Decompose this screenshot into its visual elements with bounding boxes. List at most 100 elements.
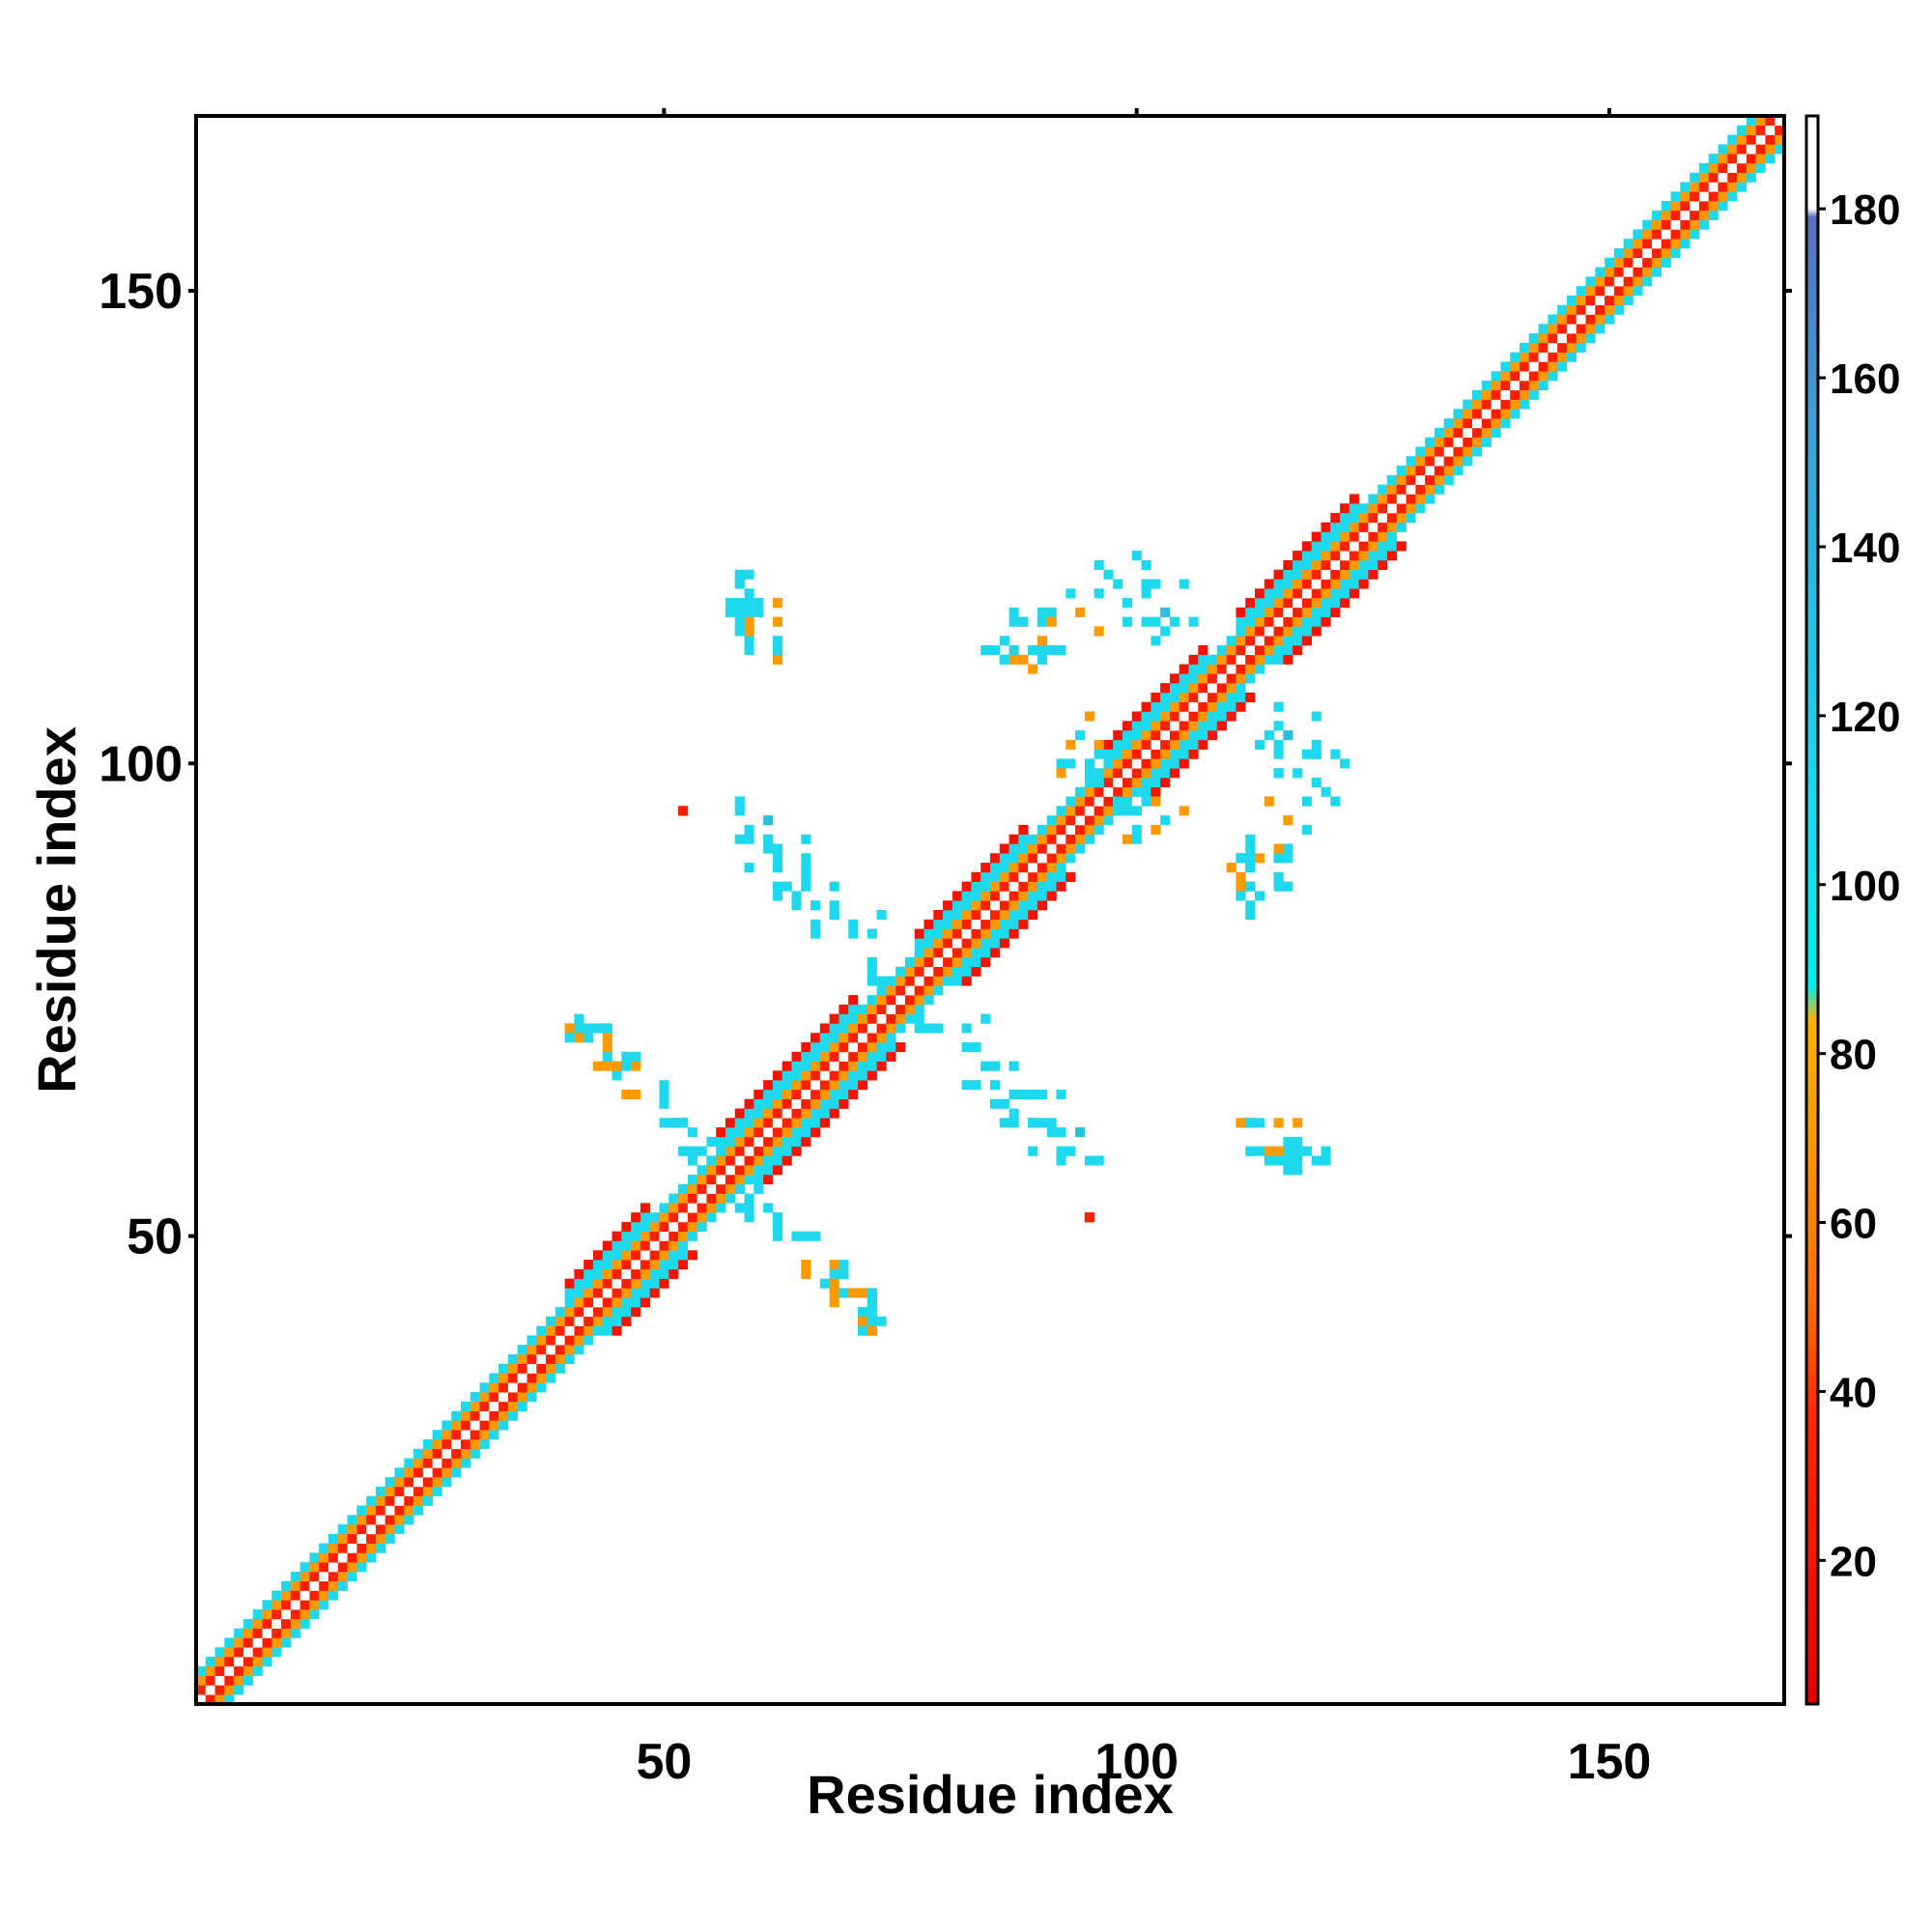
heatmap-cell <box>829 1089 839 1100</box>
heatmap-cell <box>838 1070 849 1081</box>
heatmap-cell <box>1188 730 1199 741</box>
heatmap-cell <box>1528 381 1539 391</box>
heatmap-cell <box>1746 162 1756 174</box>
heatmap-cell <box>1160 730 1171 741</box>
heatmap-cell <box>602 1278 612 1289</box>
heatmap-cell <box>404 1467 414 1478</box>
heatmap-cell <box>933 1023 944 1034</box>
heatmap-cell <box>829 1033 839 1043</box>
heatmap-cell <box>234 1628 244 1638</box>
heatmap-cell <box>1520 399 1530 410</box>
heatmap-cell <box>1283 616 1293 627</box>
heatmap-cell <box>299 1600 310 1610</box>
heatmap-cell <box>1056 768 1066 779</box>
heatmap-cell <box>1548 371 1558 382</box>
heatmap-cell <box>1293 559 1303 571</box>
heatmap-cell <box>1216 721 1227 731</box>
heatmap-cell <box>734 1127 745 1138</box>
heatmap-cell <box>858 1061 868 1071</box>
heatmap-cell <box>356 1562 367 1573</box>
heatmap-cell <box>1585 314 1596 325</box>
heatmap-cell <box>772 843 783 854</box>
heatmap-cell <box>744 607 754 617</box>
heatmap-cell <box>214 1685 225 1695</box>
heatmap-cell <box>1264 730 1274 741</box>
heatmap-cell <box>1500 389 1511 400</box>
heatmap-cell <box>810 1127 821 1138</box>
heatmap-cell <box>716 1127 726 1138</box>
heatmap-cell <box>848 1051 859 1062</box>
heatmap-cell <box>1349 531 1359 542</box>
heatmap-cell <box>574 1297 584 1308</box>
heatmap-cell <box>1520 371 1530 382</box>
heatmap-cell <box>1084 796 1094 807</box>
heatmap-cell <box>1028 853 1038 864</box>
heatmap-cell <box>858 1013 868 1024</box>
heatmap-cell <box>536 1353 547 1365</box>
heatmap-cell <box>678 1146 689 1156</box>
heatmap-cell <box>858 1042 868 1053</box>
heatmap-cell <box>574 1345 584 1355</box>
heatmap-cell <box>1113 739 1123 750</box>
heatmap-cell <box>1633 276 1643 287</box>
heatmap-cell <box>1018 834 1029 844</box>
heatmap-cell <box>1075 730 1086 741</box>
heatmap-cell <box>1613 267 1624 277</box>
heatmap-cell <box>1633 248 1643 259</box>
heatmap-cell <box>564 1353 575 1365</box>
heatmap-cell <box>999 853 1009 864</box>
heatmap-cell <box>725 1183 736 1194</box>
heatmap-cell <box>659 1089 669 1100</box>
heatmap-cell <box>668 1193 679 1204</box>
heatmap-cell <box>1510 371 1520 382</box>
heatmap-cell <box>1378 559 1388 571</box>
heatmap-cell <box>990 881 1001 892</box>
heatmap-cell <box>1046 863 1057 873</box>
heatmap-cell <box>706 1212 717 1223</box>
heatmap-cell <box>422 1477 433 1488</box>
heatmap-cell <box>1122 768 1133 779</box>
heatmap-cell <box>1169 683 1180 694</box>
heatmap-cell <box>904 995 916 1006</box>
heatmap-cell <box>1122 749 1133 759</box>
heatmap-cell <box>1368 522 1378 532</box>
heatmap-cell <box>990 1098 1001 1109</box>
heatmap-cell <box>895 1004 906 1014</box>
heatmap-cell <box>546 1345 556 1355</box>
heatmap-cell <box>791 1051 802 1062</box>
heatmap-cell <box>763 1080 774 1091</box>
heatmap-cell <box>1056 815 1066 826</box>
heatmap-cell <box>1368 541 1378 552</box>
heatmap-cell <box>631 1231 641 1241</box>
heatmap-cell <box>546 1335 556 1346</box>
heatmap-cell <box>781 1155 792 1166</box>
heatmap-cell <box>1169 749 1180 759</box>
heatmap-cell <box>469 1420 480 1431</box>
heatmap-cell <box>1160 701 1171 712</box>
heatmap-cell <box>262 1600 272 1610</box>
heatmap-cell <box>716 1155 726 1166</box>
heatmap-cell <box>1009 1061 1019 1071</box>
heatmap-cell <box>1566 314 1577 325</box>
heatmap-cell <box>432 1458 442 1468</box>
heatmap-cell <box>1623 248 1634 259</box>
heatmap-cell <box>1321 1146 1331 1156</box>
heatmap-cell <box>895 1042 906 1053</box>
heatmap-cell <box>252 1665 263 1676</box>
heatmap-cell <box>1623 295 1634 306</box>
heatmap-cell <box>1321 531 1331 542</box>
heatmap-cell <box>678 1250 689 1261</box>
heatmap-cell <box>961 881 972 892</box>
heatmap-cell <box>763 1146 774 1156</box>
heatmap-cell <box>659 1231 669 1241</box>
heatmap-cell <box>621 1221 632 1233</box>
heatmap-cell <box>1151 786 1161 797</box>
heatmap-cell <box>517 1382 527 1393</box>
heatmap-cell <box>1160 815 1171 826</box>
heatmap-cell <box>838 1013 849 1024</box>
heatmap-cell <box>224 1637 235 1648</box>
heatmap-cell <box>1151 758 1161 769</box>
heatmap-cell <box>1065 758 1076 769</box>
heatmap-cell <box>1264 1155 1274 1166</box>
heatmap-cell <box>1009 1118 1019 1128</box>
